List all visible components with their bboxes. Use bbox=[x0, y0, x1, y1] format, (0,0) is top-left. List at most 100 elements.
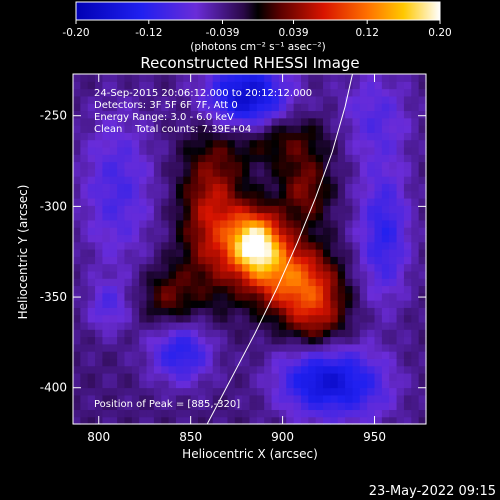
heatmap-cell bbox=[161, 205, 170, 214]
heatmap-cell bbox=[205, 146, 214, 155]
heatmap-cell bbox=[330, 234, 339, 243]
heatmap-cell bbox=[168, 372, 177, 381]
heatmap-cell bbox=[293, 358, 302, 367]
heatmap-cell bbox=[131, 402, 140, 411]
heatmap-cell bbox=[381, 365, 390, 374]
heatmap-cell bbox=[73, 81, 81, 90]
heatmap-cell bbox=[183, 380, 192, 389]
heatmap-cell bbox=[381, 125, 390, 133]
heatmap-cell bbox=[117, 241, 126, 250]
heatmap-cell bbox=[337, 365, 346, 374]
heatmap-cell bbox=[381, 227, 390, 236]
heatmap-cell bbox=[315, 241, 324, 250]
heatmap-cell bbox=[286, 183, 295, 192]
heatmap-cell bbox=[271, 88, 280, 97]
heatmap-cell bbox=[411, 285, 420, 294]
heatmap-cell bbox=[242, 300, 251, 308]
heatmap-cell bbox=[205, 387, 214, 396]
heatmap-cell bbox=[337, 74, 346, 82]
heatmap-cell bbox=[124, 168, 133, 177]
heatmap-cell bbox=[117, 321, 126, 330]
heatmap-cell bbox=[234, 95, 243, 104]
heatmap-cell bbox=[300, 103, 309, 112]
heatmap-cell bbox=[80, 380, 89, 389]
heatmap-cell bbox=[80, 219, 89, 228]
heatmap-cell bbox=[220, 168, 229, 177]
heatmap-cell bbox=[161, 95, 170, 104]
heatmap-cell bbox=[286, 372, 295, 381]
heatmap-cell bbox=[183, 387, 192, 396]
heatmap-cell bbox=[367, 161, 376, 170]
heatmap-cell bbox=[374, 321, 383, 330]
heatmap-cell bbox=[183, 241, 192, 250]
heatmap-cell bbox=[345, 336, 354, 345]
heatmap-cell bbox=[374, 241, 383, 250]
heatmap-cell bbox=[87, 285, 96, 294]
heatmap-cell bbox=[256, 263, 265, 272]
heatmap-cell bbox=[139, 234, 148, 243]
heatmap-cell bbox=[330, 249, 339, 257]
heatmap-cell bbox=[95, 343, 104, 352]
heatmap-cell bbox=[278, 351, 287, 359]
heatmap-cell bbox=[175, 394, 184, 403]
heatmap-cell bbox=[205, 241, 214, 250]
heatmap-cell bbox=[124, 285, 133, 294]
heatmap-cell bbox=[168, 285, 177, 294]
heatmap-cell bbox=[131, 300, 140, 308]
heatmap-cell bbox=[403, 125, 412, 133]
heatmap-cell bbox=[198, 314, 206, 323]
heatmap-cell bbox=[264, 74, 273, 82]
heatmap-cell bbox=[183, 197, 192, 206]
heatmap-cell bbox=[87, 117, 96, 126]
heatmap-cell bbox=[403, 241, 412, 250]
heatmap-cell bbox=[323, 81, 331, 90]
heatmap-cell bbox=[190, 205, 199, 214]
heatmap-cell bbox=[337, 321, 346, 330]
heatmap-cell bbox=[73, 307, 81, 316]
heatmap-cell bbox=[337, 183, 346, 192]
heatmap-cell bbox=[242, 241, 251, 250]
heatmap-cell bbox=[264, 409, 273, 418]
heatmap-cell bbox=[286, 212, 295, 221]
heatmap-cell bbox=[73, 88, 81, 97]
heatmap-cell bbox=[161, 343, 170, 352]
heatmap-cell bbox=[175, 161, 184, 170]
heatmap-cell bbox=[374, 205, 383, 214]
heatmap-cell bbox=[139, 125, 148, 133]
heatmap-cell bbox=[205, 351, 214, 359]
heatmap-cell bbox=[242, 387, 251, 396]
heatmap-cell bbox=[102, 205, 111, 214]
heatmap-cell bbox=[175, 292, 184, 301]
heatmap-cell bbox=[367, 336, 376, 345]
heatmap-cell bbox=[242, 409, 251, 418]
heatmap-cell bbox=[264, 249, 273, 257]
heatmap-cell bbox=[161, 336, 170, 345]
heatmap-cell bbox=[131, 314, 140, 323]
heatmap-cell bbox=[249, 314, 258, 323]
heatmap-cell bbox=[286, 343, 295, 352]
heatmap-cell bbox=[315, 139, 324, 148]
heatmap-cell bbox=[337, 270, 346, 279]
heatmap-cell bbox=[220, 409, 229, 418]
heatmap-cell bbox=[124, 161, 133, 170]
heatmap-cell bbox=[359, 146, 368, 155]
heatmap-cell bbox=[190, 263, 199, 272]
heatmap-cell bbox=[271, 394, 280, 403]
heatmap-cell bbox=[87, 358, 96, 367]
heatmap-cell bbox=[330, 416, 339, 425]
heatmap-cell bbox=[95, 125, 104, 133]
heatmap-cell bbox=[131, 74, 140, 82]
heatmap-cell bbox=[374, 110, 383, 119]
heatmap-cell bbox=[146, 110, 155, 119]
heatmap-cell bbox=[234, 358, 243, 367]
heatmap-cell bbox=[330, 190, 339, 199]
heatmap-cell bbox=[381, 88, 390, 97]
heatmap-cell bbox=[256, 249, 265, 257]
heatmap-cell bbox=[131, 372, 140, 381]
heatmap-cell bbox=[300, 95, 309, 104]
heatmap-cell bbox=[271, 227, 280, 236]
heatmap-cell bbox=[256, 146, 265, 155]
heatmap-cell bbox=[124, 190, 133, 199]
heatmap-cell bbox=[161, 125, 170, 133]
heatmap-cell bbox=[124, 387, 133, 396]
